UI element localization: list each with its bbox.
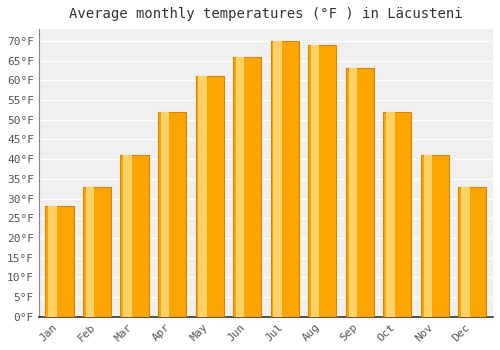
Bar bbox=[46, 206, 74, 317]
Bar bbox=[383, 112, 412, 317]
Bar bbox=[161, 112, 170, 317]
Bar bbox=[386, 112, 394, 317]
Bar bbox=[233, 57, 261, 317]
Bar bbox=[308, 45, 336, 317]
Bar bbox=[424, 155, 432, 317]
Bar bbox=[348, 69, 357, 317]
Bar bbox=[458, 187, 486, 317]
Bar bbox=[83, 187, 111, 317]
Bar bbox=[124, 155, 132, 317]
Bar bbox=[120, 155, 148, 317]
Bar bbox=[86, 187, 94, 317]
Bar bbox=[196, 76, 224, 317]
Bar bbox=[270, 41, 299, 317]
Bar bbox=[158, 112, 186, 317]
Bar bbox=[236, 57, 244, 317]
Bar bbox=[461, 187, 469, 317]
Title: Average monthly temperatures (°F ) in Läcusteni: Average monthly temperatures (°F ) in Lä… bbox=[69, 7, 462, 21]
Bar bbox=[198, 76, 207, 317]
Bar bbox=[311, 45, 320, 317]
Bar bbox=[421, 155, 449, 317]
Bar bbox=[48, 206, 56, 317]
Bar bbox=[346, 69, 374, 317]
Bar bbox=[274, 41, 282, 317]
